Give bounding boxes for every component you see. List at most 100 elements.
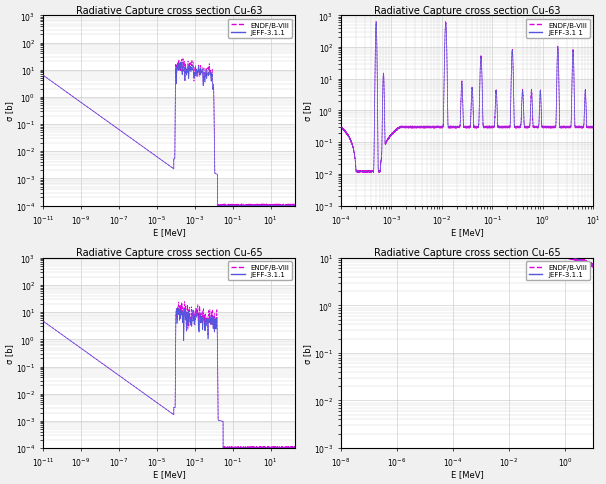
ENDF/B-VIII (194, 70, 201, 76)
Y-axis label: σ [b]: σ [b] (304, 101, 313, 121)
ENDF/B-VIII (179, 57, 187, 62)
ENDF/B-VIII (373, 20, 380, 26)
Y-axis label: σ [b]: σ [b] (5, 343, 15, 363)
Title: Radiative Capture cross section Cu-65: Radiative Capture cross section Cu-65 (76, 247, 262, 257)
Y-axis label: σ [b]: σ [b] (5, 101, 15, 121)
ENDF/B-VIII (589, 261, 596, 267)
Legend: ENDF/B-VIII, JEFF-3.1 1: ENDF/B-VIII, JEFF-3.1 1 (526, 20, 590, 39)
JEFF-3.1.1 (498, 244, 505, 250)
JEFF-3.1 1 (338, 126, 345, 132)
JEFF-3.1.1 (474, 231, 482, 237)
JEFF-3.1.1 (214, 203, 221, 209)
JEFF-3.1.1 (192, 309, 199, 315)
JEFF-3.1.1 (39, 318, 47, 324)
ENDF/B-VIII (337, 244, 344, 250)
JEFF-3.1 1 (352, 167, 359, 173)
Legend: ENDF/B-VIII, JEFF-3.1.1: ENDF/B-VIII, JEFF-3.1.1 (526, 262, 590, 281)
Y-axis label: σ [b]: σ [b] (304, 343, 313, 363)
JEFF-3.1.1 (556, 253, 564, 258)
JEFF-3.1 1 (590, 125, 597, 131)
ENDF/B-VIII (39, 318, 47, 324)
ENDF/B-VIII (352, 167, 359, 173)
JEFF-3.1.1 (173, 71, 181, 76)
JEFF-3.1 1 (352, 169, 359, 175)
JEFF-3.1.1 (291, 203, 299, 209)
ENDF/B-VIII (197, 317, 204, 323)
JEFF-3.1.1 (39, 73, 47, 79)
JEFF-3.1 1 (387, 134, 394, 139)
ENDF/B-VIII (39, 73, 47, 79)
ENDF/B-VIII (590, 264, 597, 270)
X-axis label: E [MeV]: E [MeV] (451, 227, 484, 237)
ENDF/B-VIII (181, 299, 188, 305)
X-axis label: E [MeV]: E [MeV] (153, 227, 185, 237)
ENDF/B-VIII (291, 444, 299, 450)
JEFF-3.1.1 (213, 172, 221, 178)
JEFF-3.1 1 (576, 125, 584, 131)
JEFF-3.1.1 (564, 254, 571, 260)
ENDF/B-VIII (474, 229, 482, 235)
Title: Radiative Capture cross section Cu-63: Radiative Capture cross section Cu-63 (76, 5, 262, 15)
JEFF-3.1.1 (198, 71, 205, 76)
ENDF/B-VIII (451, 247, 458, 253)
JEFF-3.1.1 (189, 63, 196, 69)
JEFF-3.1.1 (219, 445, 227, 451)
JEFF-3.1.1 (179, 60, 187, 65)
Line: JEFF-3.1.1: JEFF-3.1.1 (43, 308, 295, 448)
ENDF/B-VIII (348, 139, 355, 145)
ENDF/B-VIII (556, 251, 564, 257)
Title: Radiative Capture cross section Cu-63: Radiative Capture cross section Cu-63 (374, 5, 560, 15)
ENDF/B-VIII (590, 125, 597, 131)
JEFF-3.1 1 (348, 140, 355, 146)
X-axis label: E [MeV]: E [MeV] (153, 469, 185, 479)
ENDF/B-VIII (564, 252, 571, 258)
ENDF/B-VIII (586, 261, 593, 267)
ENDF/B-VIII (337, 124, 344, 130)
ENDF/B-VIII (338, 126, 345, 132)
ENDF/B-VIII (387, 134, 394, 139)
JEFF-3.1.1 (291, 445, 299, 451)
ENDF/B-VIII (192, 312, 199, 318)
ENDF/B-VIII (590, 265, 597, 271)
JEFF-3.1.1 (590, 263, 597, 269)
JEFF-3.1 1 (337, 125, 344, 131)
JEFF-3.1.1 (586, 261, 593, 267)
JEFF-3.1.1 (197, 314, 204, 319)
JEFF-3.1.1 (589, 263, 596, 269)
ENDF/B-VIII (173, 309, 181, 315)
JEFF-3.1.1 (194, 70, 201, 76)
ENDF/B-VIII (173, 69, 181, 75)
ENDF/B-VIII (235, 205, 242, 211)
ENDF/B-VIII (291, 202, 299, 208)
ENDF/B-VIII (191, 70, 199, 76)
ENDF/B-VIII (362, 170, 369, 176)
JEFF-3.1.1 (202, 318, 209, 323)
JEFF-3.1.1 (191, 73, 199, 78)
Legend: ENDF/B-VIII, JEFF-3.1.1: ENDF/B-VIII, JEFF-3.1.1 (228, 20, 291, 39)
ENDF/B-VIII (195, 307, 202, 313)
Line: ENDF/B-VIII: ENDF/B-VIII (43, 302, 295, 450)
ENDF/B-VIII (219, 419, 227, 424)
JEFF-3.1.1 (451, 244, 458, 250)
ENDF/B-VIII (498, 242, 505, 248)
X-axis label: E [MeV]: E [MeV] (451, 469, 484, 479)
Line: ENDF/B-VIII: ENDF/B-VIII (43, 60, 295, 208)
JEFF-3.1.1 (219, 419, 227, 424)
Line: JEFF-3.1.1: JEFF-3.1.1 (43, 62, 295, 206)
ENDF/B-VIII (189, 59, 196, 65)
Line: ENDF/B-VIII: ENDF/B-VIII (341, 232, 593, 268)
ENDF/B-VIII (576, 124, 584, 130)
Line: JEFF-3.1.1: JEFF-3.1.1 (341, 234, 593, 266)
JEFF-3.1.1 (337, 244, 344, 250)
ENDF/B-VIII (213, 172, 221, 178)
Line: ENDF/B-VIII: ENDF/B-VIII (341, 23, 593, 173)
ENDF/B-VIII (461, 126, 468, 132)
JEFF-3.1 1 (442, 20, 450, 26)
JEFF-3.1.1 (195, 315, 202, 320)
Line: JEFF-3.1 1: JEFF-3.1 1 (341, 23, 593, 172)
Title: Radiative Capture cross section Cu-65: Radiative Capture cross section Cu-65 (374, 247, 561, 257)
ENDF/B-VIII (198, 70, 205, 76)
Legend: ENDF/B-VIII, JEFF-3.1.1: ENDF/B-VIII, JEFF-3.1.1 (228, 262, 291, 281)
ENDF/B-VIII (227, 447, 235, 453)
JEFF-3.1.1 (173, 316, 181, 321)
